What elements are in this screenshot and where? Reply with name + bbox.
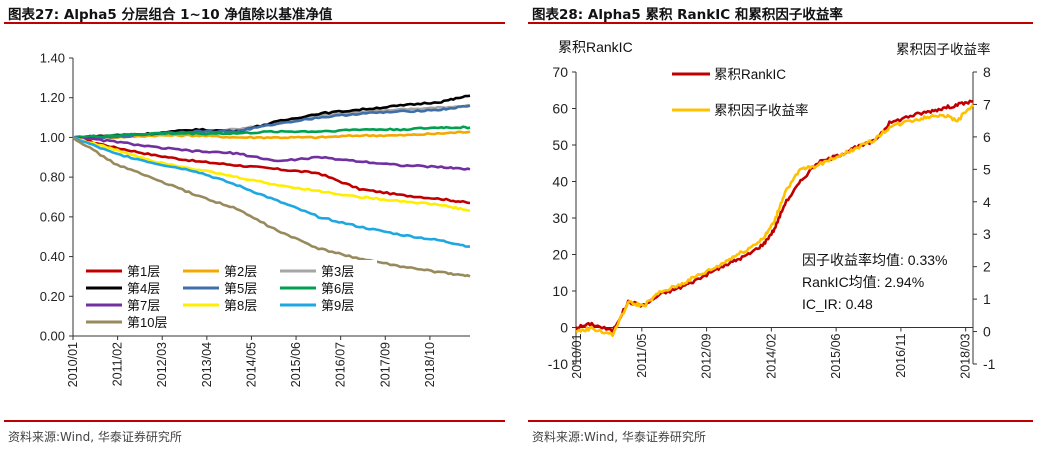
right-panel: 图表28: Alpha5 累积 RankIC 和累积因子收益率 累积RankIC… bbox=[524, 0, 1037, 454]
left-series-line-8 bbox=[72, 136, 471, 213]
right-legend-label-2: 累积因子收益率 bbox=[714, 102, 809, 118]
left-y-tick-label: 0.40 bbox=[40, 249, 65, 264]
right-left-tick-label: 0 bbox=[560, 320, 568, 336]
right-y-right-label: 累积因子收益率 bbox=[896, 41, 991, 57]
right-left-tick-label: 60 bbox=[552, 101, 568, 117]
left-legend-label-8: 第8层 bbox=[224, 298, 257, 313]
left-legend-box bbox=[79, 260, 377, 330]
right-left-tick-label: 30 bbox=[552, 210, 568, 226]
left-x-tick-label: 2014/05 bbox=[244, 342, 258, 387]
right-annotation-2: RankIC均值: 2.94% bbox=[802, 274, 924, 290]
left-y-tick-label: 0.60 bbox=[40, 209, 65, 224]
right-series-line-factor-return bbox=[575, 103, 975, 337]
right-left-tick-label: 10 bbox=[552, 283, 568, 299]
right-left-tick-label: 70 bbox=[552, 64, 568, 80]
left-series-line-1 bbox=[72, 136, 471, 205]
left-legend-label-1: 第1层 bbox=[127, 264, 160, 279]
right-title-rule bbox=[528, 22, 1033, 24]
left-legend-label-4: 第4层 bbox=[127, 281, 160, 296]
left-legend-label-5: 第5层 bbox=[224, 281, 257, 296]
right-x-tick-label: 2011/05 bbox=[635, 333, 649, 377]
right-source: 资料来源:Wind, 华泰证券研究所 bbox=[532, 430, 706, 444]
left-legend-label-6: 第6层 bbox=[321, 281, 354, 296]
left-x-tick-label: 2013/04 bbox=[200, 342, 214, 387]
left-legend-label-9: 第9层 bbox=[321, 298, 354, 313]
left-x-tick-label: 2016/07 bbox=[334, 342, 348, 387]
left-legend-label-3: 第3层 bbox=[321, 264, 354, 279]
right-right-tick-label: 5 bbox=[983, 161, 991, 177]
right-right-tick-label: 8 bbox=[983, 64, 991, 80]
right-left-tick-label: 40 bbox=[552, 174, 568, 190]
right-left-tick-label: -10 bbox=[548, 356, 568, 372]
left-source-rule bbox=[4, 420, 505, 422]
right-left-tick-label: 50 bbox=[552, 137, 568, 153]
left-series-line-7 bbox=[72, 136, 471, 171]
left-x-tick-label: 2017/09 bbox=[378, 342, 392, 387]
left-y-tick-label: 0.80 bbox=[40, 170, 65, 185]
right-right-tick-label: -1 bbox=[983, 356, 996, 372]
right-right-tick-label: 2 bbox=[983, 259, 991, 275]
left-title-rule bbox=[4, 22, 505, 24]
left-y-tick-label: 1.00 bbox=[40, 130, 65, 145]
right-right-tick-label: 7 bbox=[983, 96, 991, 112]
left-series-line-9 bbox=[72, 136, 470, 248]
right-right-tick-label: 1 bbox=[983, 291, 991, 307]
right-series-line-rankic bbox=[575, 99, 974, 334]
right-annotation-1: 因子收益率均值: 0.33% bbox=[802, 252, 947, 268]
right-chart-title: 图表28: Alpha5 累积 RankIC 和累积因子收益率 bbox=[532, 7, 843, 23]
right-right-tick-label: 0 bbox=[983, 324, 991, 340]
left-panel: 图表27: Alpha5 分层组合 1~10 净值除以基准净值 1.40 1.20… bbox=[0, 0, 509, 454]
left-y-tick-label: 1.40 bbox=[40, 51, 65, 66]
left-series-line-10 bbox=[72, 136, 471, 278]
left-x-tick-label: 2018/10 bbox=[423, 342, 437, 387]
left-chart-title: 图表27: Alpha5 分层组合 1~10 净值除以基准净值 bbox=[8, 7, 333, 23]
left-x-tick-label: 2011/02 bbox=[111, 342, 125, 386]
right-x-tick-label: 2012/09 bbox=[700, 333, 714, 378]
right-x-tick-label: 2016/11 bbox=[894, 333, 908, 377]
left-legend-label-7: 第7层 bbox=[127, 298, 160, 313]
right-right-tick-label: 4 bbox=[983, 194, 991, 210]
right-x-tick-label: 2014/02 bbox=[764, 333, 778, 378]
right-x-tick-label: 2018/03 bbox=[959, 333, 973, 378]
left-source: 资料来源:Wind, 华泰证券研究所 bbox=[8, 430, 182, 444]
right-x-tick-label: 2015/06 bbox=[829, 333, 843, 378]
right-right-tick-label: 3 bbox=[983, 226, 991, 242]
right-annotation-3: IC_IR: 0.48 bbox=[802, 296, 873, 312]
left-x-tick-label: 2012/03 bbox=[155, 342, 169, 387]
left-legend-label-2: 第2层 bbox=[224, 264, 257, 279]
right-legend-label-1: 累积RankIC bbox=[714, 67, 786, 82]
left-x-tick-label: 2010/01 bbox=[66, 342, 80, 387]
left-legend-label-10: 第10层 bbox=[127, 315, 167, 330]
right-source-rule bbox=[528, 420, 1033, 422]
left-y-tick-label: 0.20 bbox=[40, 289, 65, 304]
right-y-left-label: 累积RankIC bbox=[558, 39, 633, 55]
right-right-tick-label: 6 bbox=[983, 129, 991, 145]
right-x-tick-label: 2010/01 bbox=[570, 333, 584, 378]
left-y-tick-label: 0.00 bbox=[40, 329, 65, 344]
right-chart: 累积RankIC 累积因子收益率706050403020100-108765432… bbox=[548, 39, 996, 379]
right-left-tick-label: 20 bbox=[552, 247, 568, 263]
left-series-line-2 bbox=[72, 130, 471, 140]
left-x-tick-label: 2015/06 bbox=[289, 342, 303, 387]
left-series-line-6 bbox=[72, 125, 471, 140]
left-y-tick-label: 1.20 bbox=[40, 90, 65, 105]
